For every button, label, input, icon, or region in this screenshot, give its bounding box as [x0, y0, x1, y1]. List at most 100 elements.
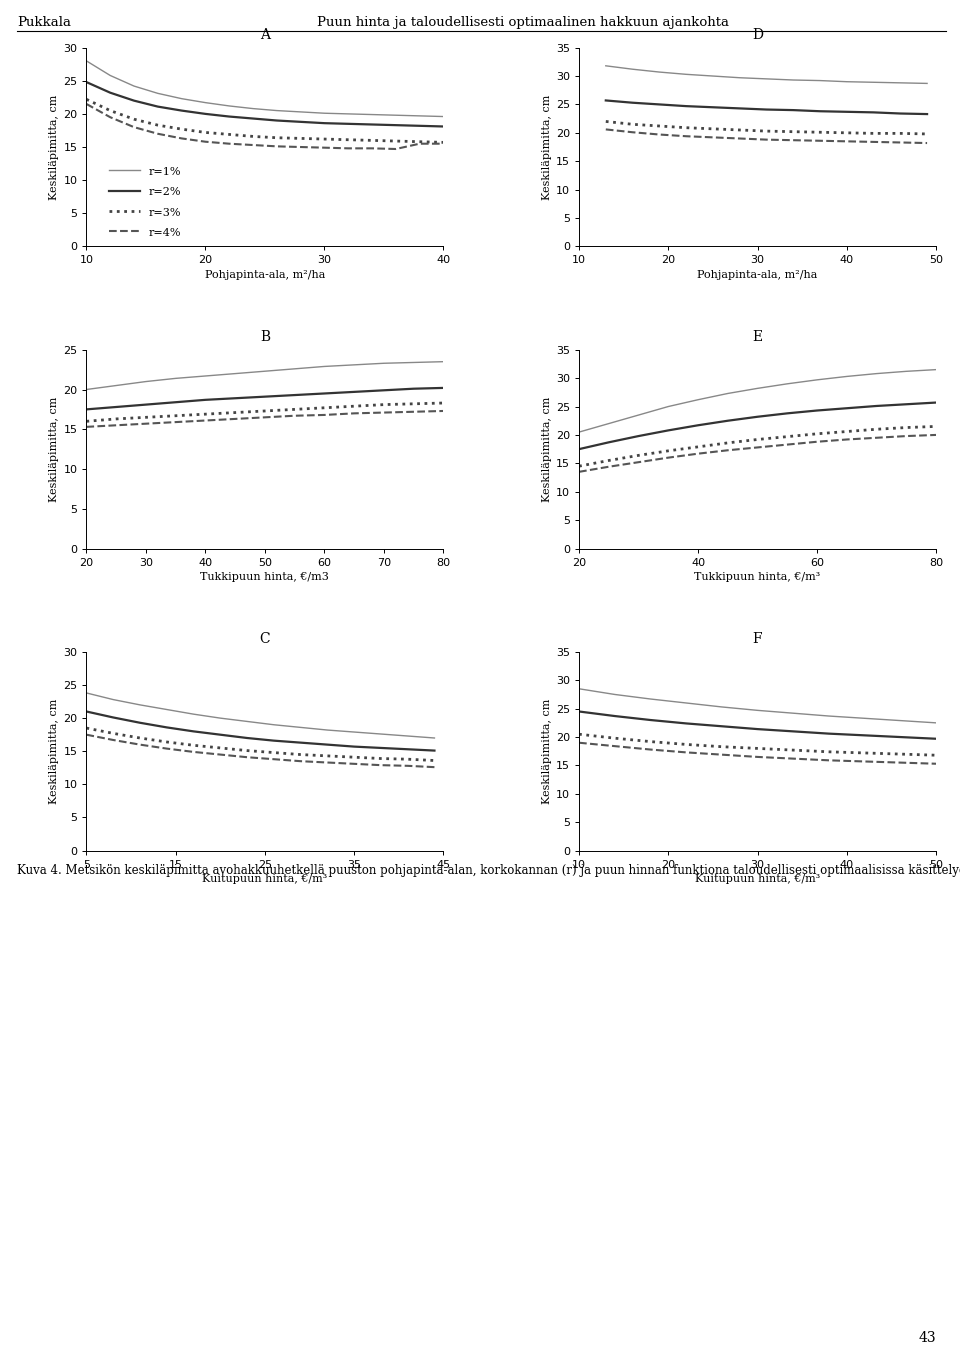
X-axis label: Kuitupuun hinta, €/m³: Kuitupuun hinta, €/m³	[203, 874, 327, 883]
r=3%	[176, 121, 187, 137]
Line: r=1%: r=1%	[86, 61, 444, 117]
r=1%	[319, 358, 330, 374]
r=3%	[681, 120, 692, 136]
r=1%	[268, 717, 279, 734]
r=4%	[259, 410, 271, 426]
r=4%	[895, 754, 906, 770]
r=2%	[378, 382, 390, 399]
Text: E: E	[753, 329, 762, 344]
r=1%	[248, 101, 259, 117]
r=3%	[402, 751, 414, 768]
r=4%	[188, 743, 200, 759]
r=1%	[241, 713, 252, 729]
r=2%	[633, 427, 644, 444]
r=4%	[930, 427, 942, 444]
X-axis label: Tukkipuun hinta, €/m3: Tukkipuun hinta, €/m3	[201, 572, 329, 581]
r=2%	[681, 98, 692, 114]
r=2%	[105, 84, 116, 101]
r=3%	[429, 753, 441, 769]
r=3%	[708, 121, 719, 137]
r=2%	[600, 93, 612, 109]
r=3%	[366, 132, 377, 148]
r=1%	[811, 372, 823, 388]
r=2%	[271, 113, 282, 129]
Line: r=3%: r=3%	[86, 728, 435, 761]
r=4%	[170, 414, 181, 430]
r=1%	[81, 53, 92, 69]
r=4%	[108, 732, 119, 749]
r=1%	[170, 370, 181, 387]
r=2%	[343, 116, 354, 132]
Text: C: C	[259, 632, 270, 646]
r=4%	[295, 753, 306, 769]
r=3%	[841, 423, 852, 440]
r=2%	[654, 97, 665, 113]
r=1%	[868, 73, 879, 90]
r=3%	[108, 725, 119, 742]
r=1%	[438, 354, 449, 370]
r=3%	[438, 135, 449, 151]
r=1%	[402, 728, 414, 744]
Line: r=2%: r=2%	[86, 712, 435, 750]
r=3%	[600, 113, 612, 129]
r=1%	[152, 86, 163, 102]
r=4%	[573, 735, 585, 751]
r=2%	[429, 742, 441, 758]
r=3%	[378, 396, 390, 412]
Line: r=4%: r=4%	[86, 103, 444, 148]
r=4%	[823, 753, 834, 769]
Y-axis label: Keskiläpimitta, cm: Keskiläpimitta, cm	[49, 698, 60, 804]
r=4%	[609, 738, 620, 754]
r=1%	[108, 691, 119, 708]
r=2%	[752, 721, 763, 738]
Line: r=2%: r=2%	[606, 101, 927, 114]
r=3%	[868, 125, 879, 142]
r=1%	[752, 380, 763, 396]
r=2%	[859, 727, 871, 743]
r=1%	[188, 706, 200, 723]
r=3%	[81, 414, 92, 430]
Line: r=4%: r=4%	[579, 743, 936, 764]
r=2%	[176, 102, 187, 118]
r=4%	[716, 746, 728, 762]
r=1%	[322, 721, 333, 738]
r=4%	[752, 440, 763, 456]
r=4%	[868, 133, 879, 150]
r=4%	[248, 137, 259, 154]
r=2%	[108, 709, 119, 725]
r=3%	[170, 407, 181, 423]
r=4%	[81, 727, 92, 743]
r=3%	[241, 742, 252, 758]
r=2%	[895, 729, 906, 746]
r=2%	[200, 392, 211, 408]
r=3%	[268, 744, 279, 761]
r=1%	[375, 725, 387, 742]
r=4%	[319, 140, 330, 157]
r=3%	[930, 747, 942, 764]
r=1%	[787, 72, 799, 88]
Text: B: B	[260, 329, 270, 344]
r=1%	[654, 64, 665, 80]
r=2%	[895, 105, 906, 121]
r=1%	[229, 366, 241, 382]
r=3%	[343, 132, 354, 148]
r=3%	[295, 131, 306, 147]
r=2%	[823, 725, 834, 742]
r=2%	[573, 441, 585, 457]
r=3%	[161, 734, 173, 750]
r=3%	[871, 421, 882, 437]
r=2%	[438, 118, 449, 135]
r=1%	[930, 715, 942, 731]
r=1%	[81, 381, 92, 397]
Line: r=3%: r=3%	[606, 121, 927, 133]
r=3%	[348, 397, 360, 414]
r=1%	[366, 106, 377, 122]
r=3%	[662, 442, 674, 459]
r=2%	[134, 715, 146, 731]
r=3%	[408, 396, 420, 412]
r=4%	[241, 749, 252, 765]
r=4%	[760, 132, 772, 148]
r=3%	[722, 434, 733, 450]
r=4%	[134, 736, 146, 753]
r=4%	[366, 140, 377, 157]
